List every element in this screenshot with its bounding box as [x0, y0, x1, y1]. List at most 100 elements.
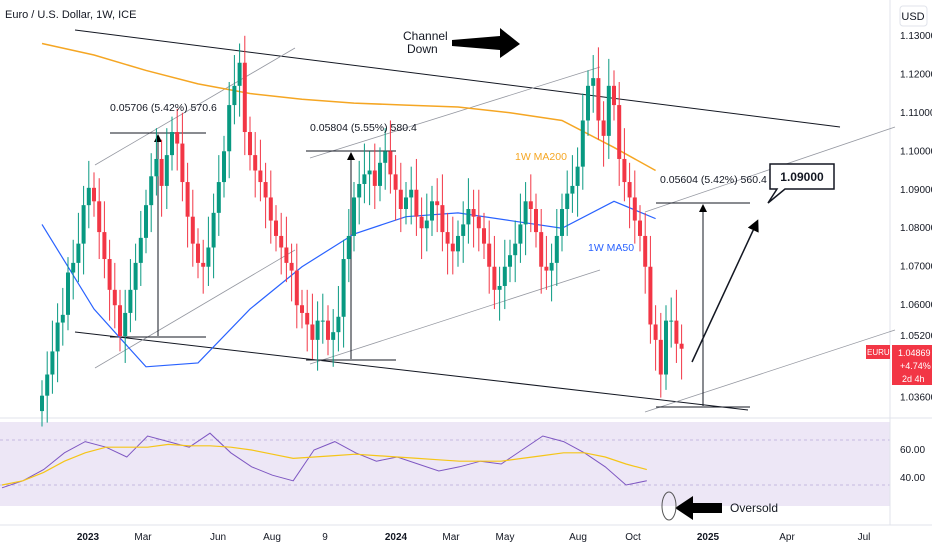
rsi-pane-background [0, 422, 890, 506]
candle-body [341, 259, 346, 317]
candle-body [180, 143, 185, 183]
measure1-label: 0.05706 (5.42%) 570.6 [110, 102, 217, 114]
candle-body [352, 197, 356, 236]
candle-body [315, 320, 320, 340]
ma50-label: 1W MA50 [588, 242, 634, 254]
candle-body [586, 85, 590, 121]
time-tick-label: Apr [779, 532, 795, 543]
rsi-tick-label: 40.00 [900, 473, 925, 484]
rsi-tick-label: 60.00 [900, 445, 925, 456]
candle-body [450, 243, 455, 252]
candle-body [128, 289, 133, 313]
candle-body [133, 262, 138, 290]
candle-body [196, 243, 200, 263]
candle-body [55, 322, 60, 352]
candle-body [222, 151, 226, 183]
candle-body [190, 216, 195, 244]
currency-button[interactable] [899, 5, 928, 27]
price-tick-label: 1.06000 [900, 300, 932, 311]
price-axis: 1.13000 1.12000 1.11000 1.10000 1.09000 1.080… [900, 31, 932, 404]
candle-body [554, 235, 559, 263]
candle-body [237, 62, 242, 86]
candle-body [97, 201, 102, 233]
candle-body [170, 132, 174, 156]
candle-body [497, 285, 502, 290]
candle-body [544, 266, 549, 271]
candle-body [362, 174, 367, 184]
candle-body [289, 262, 294, 271]
measure2-label: 0.05804 (5.55%) 580.4 [310, 122, 417, 134]
candle-body [435, 201, 440, 206]
channel-lines [74, 29, 896, 413]
candle-body [565, 193, 570, 209]
time-tick-label: Jun [210, 532, 226, 543]
candle-body [445, 232, 450, 244]
candle-body [248, 132, 252, 156]
price-tick-label: 1.12000 [900, 69, 932, 80]
candle-body [627, 182, 632, 198]
time-tick-label: Mar [442, 532, 460, 543]
badge-countdown: 2d 4h [902, 374, 925, 384]
channel-down-line2: Down [407, 42, 438, 56]
rsi-ma-line [1, 443, 647, 486]
candle-body [138, 237, 143, 263]
candle-body [123, 312, 128, 337]
candle-body [471, 209, 476, 217]
symbol-badge [866, 345, 890, 359]
candle-body [107, 259, 112, 290]
candle-body [320, 320, 325, 322]
candle-body [440, 205, 445, 233]
rsi-axis: 60.00 40.00 [900, 445, 925, 484]
oversold-arrow [675, 496, 722, 520]
price-tick-label: 1.07000 [900, 262, 932, 273]
time-tick-label: Oct [625, 532, 641, 543]
candle-body [81, 205, 86, 244]
candle-body [367, 170, 372, 175]
time-tick-label: 2023 [77, 532, 100, 543]
time-tick-label: 2025 [697, 532, 720, 543]
candle-body [492, 266, 497, 290]
candle-body [648, 266, 653, 325]
candle-body [66, 272, 70, 315]
badge-price: 1.04869 [898, 348, 931, 358]
candle-body [638, 220, 642, 236]
candle-body [92, 187, 96, 202]
price-tick-label: 1.09000 [900, 185, 932, 196]
candle-body [294, 270, 299, 306]
candle-body [461, 224, 466, 236]
candle-body [242, 62, 247, 133]
candle-body [378, 162, 382, 186]
candle-body [216, 182, 221, 213]
candle-body [268, 197, 273, 221]
badge-change: +4.74% [900, 361, 931, 371]
candle-body [424, 220, 429, 229]
candle-body [346, 235, 351, 260]
time-tick-label: Aug [263, 532, 281, 543]
time-tick-label: May [496, 532, 515, 543]
candle-body [211, 212, 216, 248]
ma200-path [41, 42, 656, 172]
candle-body [185, 182, 190, 217]
candle-body [560, 209, 564, 236]
target-callout[interactable]: 1.09000 [767, 163, 835, 204]
candle-body [336, 316, 341, 333]
candle-body [528, 201, 533, 209]
candle-body [40, 395, 44, 412]
candle-body [76, 243, 81, 263]
candle-body [617, 105, 622, 159]
candle-body [549, 262, 554, 271]
candle-body [596, 78, 601, 121]
candle-body [570, 185, 575, 194]
badge-symbol: EURUSD [867, 348, 901, 357]
candle-body [456, 235, 460, 252]
channel-down-arrow [452, 28, 520, 58]
candle-body [279, 235, 284, 248]
candle-body [508, 255, 512, 267]
time-tick-label: Mar [134, 532, 152, 543]
candle-body [45, 374, 50, 396]
candle-body [159, 158, 164, 186]
inner-channel-line-1 [94, 47, 296, 166]
candle-body [284, 247, 289, 263]
candle-body [393, 174, 398, 190]
